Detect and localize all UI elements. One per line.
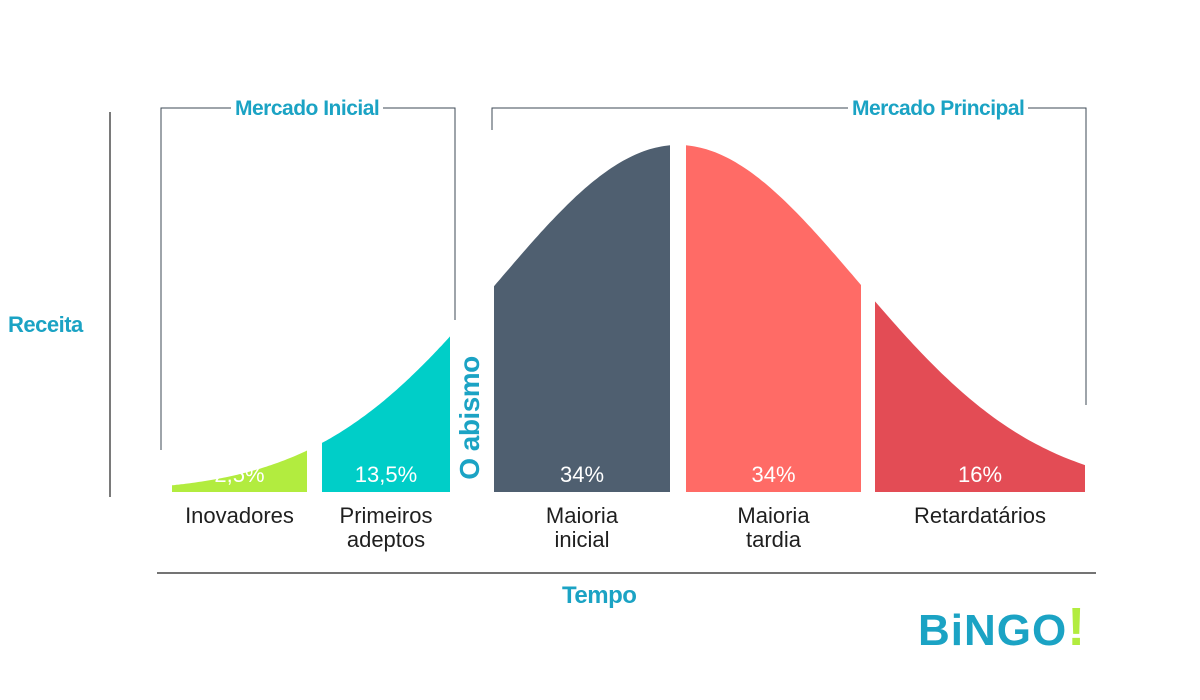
segment-maioria-inicial <box>494 145 670 493</box>
category-label: Retardatários <box>890 504 1070 528</box>
segment-retardat-rios <box>875 301 1085 492</box>
segment-maioria-tardia <box>686 145 861 493</box>
chasm-label: O abismo <box>454 356 485 480</box>
group-label-mercado-principal: Mercado Principal <box>848 97 1029 121</box>
y-axis-label: Receita <box>8 312 83 337</box>
value-label: 34% <box>751 462 796 487</box>
value-label: 34% <box>559 462 605 487</box>
logo-exclamation: ! <box>1067 597 1087 657</box>
value-label: 2,5% <box>214 462 265 487</box>
logo-main-text: BiNGO <box>918 606 1068 655</box>
category-label-line: Maioria <box>545 503 619 528</box>
category-label-line: Primeiros <box>339 503 433 528</box>
category-label: Maioria tardia <box>684 504 864 552</box>
category-label: Inovadores <box>150 504 330 528</box>
category-label-line: Inovadores <box>185 503 294 528</box>
category-label-line: tardia <box>745 527 802 552</box>
segment-inovadores <box>172 450 307 492</box>
category-label-line: Maioria <box>737 503 810 528</box>
value-label: 16% <box>957 462 1003 487</box>
category-label-line: adeptos <box>346 527 426 552</box>
x-axis-label: Tempo <box>562 582 637 609</box>
category-label: Primeiros adeptos <box>296 504 476 552</box>
bingo-logo: BiNGO! <box>918 596 1086 658</box>
group-label-mercado-inicial: Mercado Inicial <box>231 97 384 121</box>
category-label-line: Retardatários <box>913 503 1047 528</box>
category-label-line: inicial <box>554 527 610 552</box>
category-label: Maioria inicial <box>492 504 672 552</box>
bracket-mercado-principal <box>491 107 1087 405</box>
value-label: 13,5% <box>354 462 418 487</box>
segment-primeiros-adeptos <box>322 336 450 492</box>
